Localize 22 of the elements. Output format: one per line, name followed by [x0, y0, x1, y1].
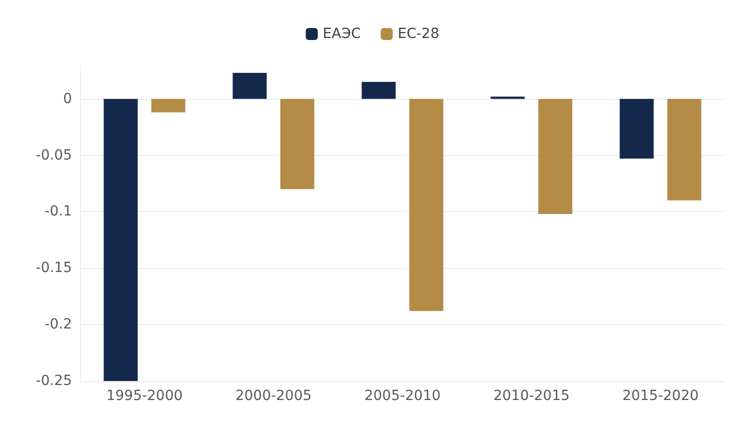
legend-label: ЕАЭС: [322, 26, 361, 42]
y-tick-label: -0.15: [36, 260, 72, 276]
y-tick-label: -0.2: [44, 316, 72, 333]
bar: [409, 98, 444, 312]
bar: [280, 98, 314, 190]
bar: [538, 98, 572, 214]
bar: [232, 72, 267, 99]
bar: [620, 98, 654, 159]
bar: [362, 82, 396, 99]
y-tick-label: 0: [63, 90, 72, 107]
x-tick-label: 1995-2000: [106, 388, 183, 404]
legend-label: ЕС-28: [398, 26, 440, 42]
x-tick-label: 2015-2020: [622, 388, 699, 404]
x-tick-label: 2010-2015: [493, 388, 570, 404]
x-tick-label: 2000-2005: [235, 388, 312, 404]
y-tick-label: -0.1: [44, 204, 72, 220]
bar: [151, 98, 186, 112]
y-tick-label: -0.05: [36, 147, 72, 164]
x-tick-label: 2005-2010: [364, 388, 441, 404]
bar: [104, 98, 138, 381]
y-tick-label: -0.25: [36, 373, 72, 389]
bar: [667, 98, 702, 200]
